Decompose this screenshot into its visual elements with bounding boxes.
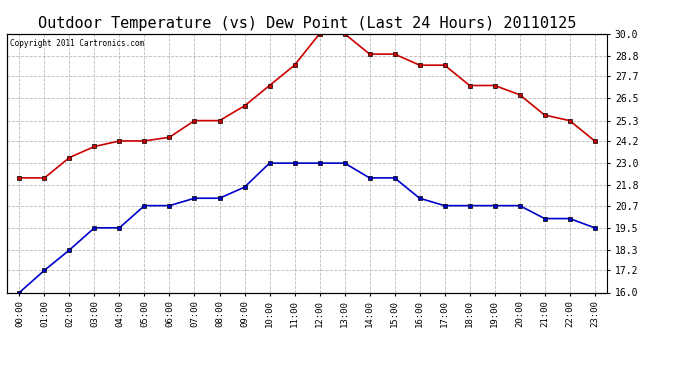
- Title: Outdoor Temperature (vs) Dew Point (Last 24 Hours) 20110125: Outdoor Temperature (vs) Dew Point (Last…: [38, 16, 576, 31]
- Text: Copyright 2011 Cartronics.com: Copyright 2011 Cartronics.com: [10, 39, 144, 48]
